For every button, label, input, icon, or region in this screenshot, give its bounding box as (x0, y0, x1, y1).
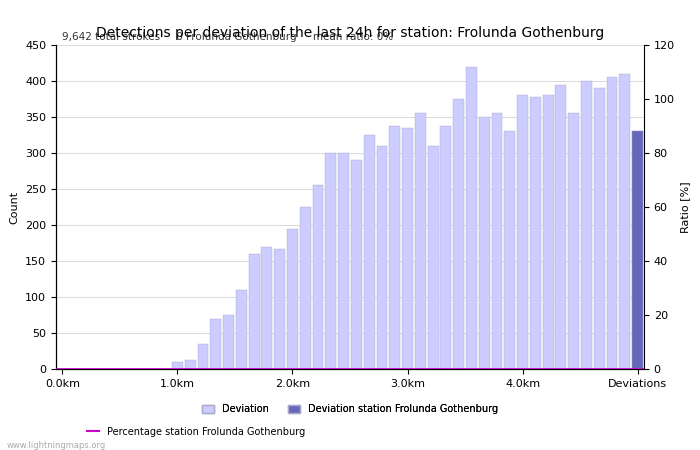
Legend: Deviation, Deviation station Frolunda Gothenburg: Deviation, Deviation station Frolunda Go… (198, 400, 502, 418)
Bar (466, 67, 477, 369)
Bar (300, 207, 311, 369)
Bar (364, 135, 374, 369)
Bar (185, 360, 196, 369)
Bar (632, 131, 643, 369)
Y-axis label: Count: Count (10, 190, 20, 224)
Bar (377, 146, 387, 369)
Bar (210, 319, 221, 369)
Bar (556, 85, 566, 369)
Bar (262, 247, 272, 369)
Bar (402, 128, 413, 369)
Bar (389, 126, 400, 369)
Bar (594, 88, 605, 369)
Legend: Percentage station Frolunda Gothenburg: Percentage station Frolunda Gothenburg (83, 423, 309, 441)
Bar (313, 185, 323, 369)
Text: 9,642 total strokes     0 Frolunda Gothenburg     mean ratio: 0%: 9,642 total strokes 0 Frolunda Gothenbur… (62, 32, 393, 42)
Bar (542, 95, 554, 369)
Bar (236, 290, 247, 369)
Bar (479, 117, 490, 369)
Bar (351, 160, 362, 369)
Bar (274, 249, 285, 369)
Bar (428, 146, 438, 369)
Bar (172, 362, 183, 369)
Bar (632, 131, 643, 369)
Bar (197, 344, 209, 369)
Bar (607, 77, 617, 369)
Bar (491, 113, 503, 369)
Bar (415, 113, 426, 369)
Bar (517, 95, 528, 369)
Bar (338, 153, 349, 369)
Bar (530, 97, 541, 369)
Bar (453, 99, 464, 369)
Title: Detections per deviation of the last 24h for station: Frolunda Gothenburg: Detections per deviation of the last 24h… (96, 26, 604, 40)
Bar (440, 126, 452, 369)
Bar (287, 229, 298, 369)
Bar (223, 315, 234, 369)
Y-axis label: Ratio [%]: Ratio [%] (680, 181, 690, 233)
Text: www.lightningmaps.org: www.lightningmaps.org (7, 441, 106, 450)
Bar (620, 74, 630, 369)
Bar (248, 254, 260, 369)
Bar (504, 131, 515, 369)
Bar (326, 153, 336, 369)
Bar (581, 81, 592, 369)
Bar (568, 112, 579, 369)
